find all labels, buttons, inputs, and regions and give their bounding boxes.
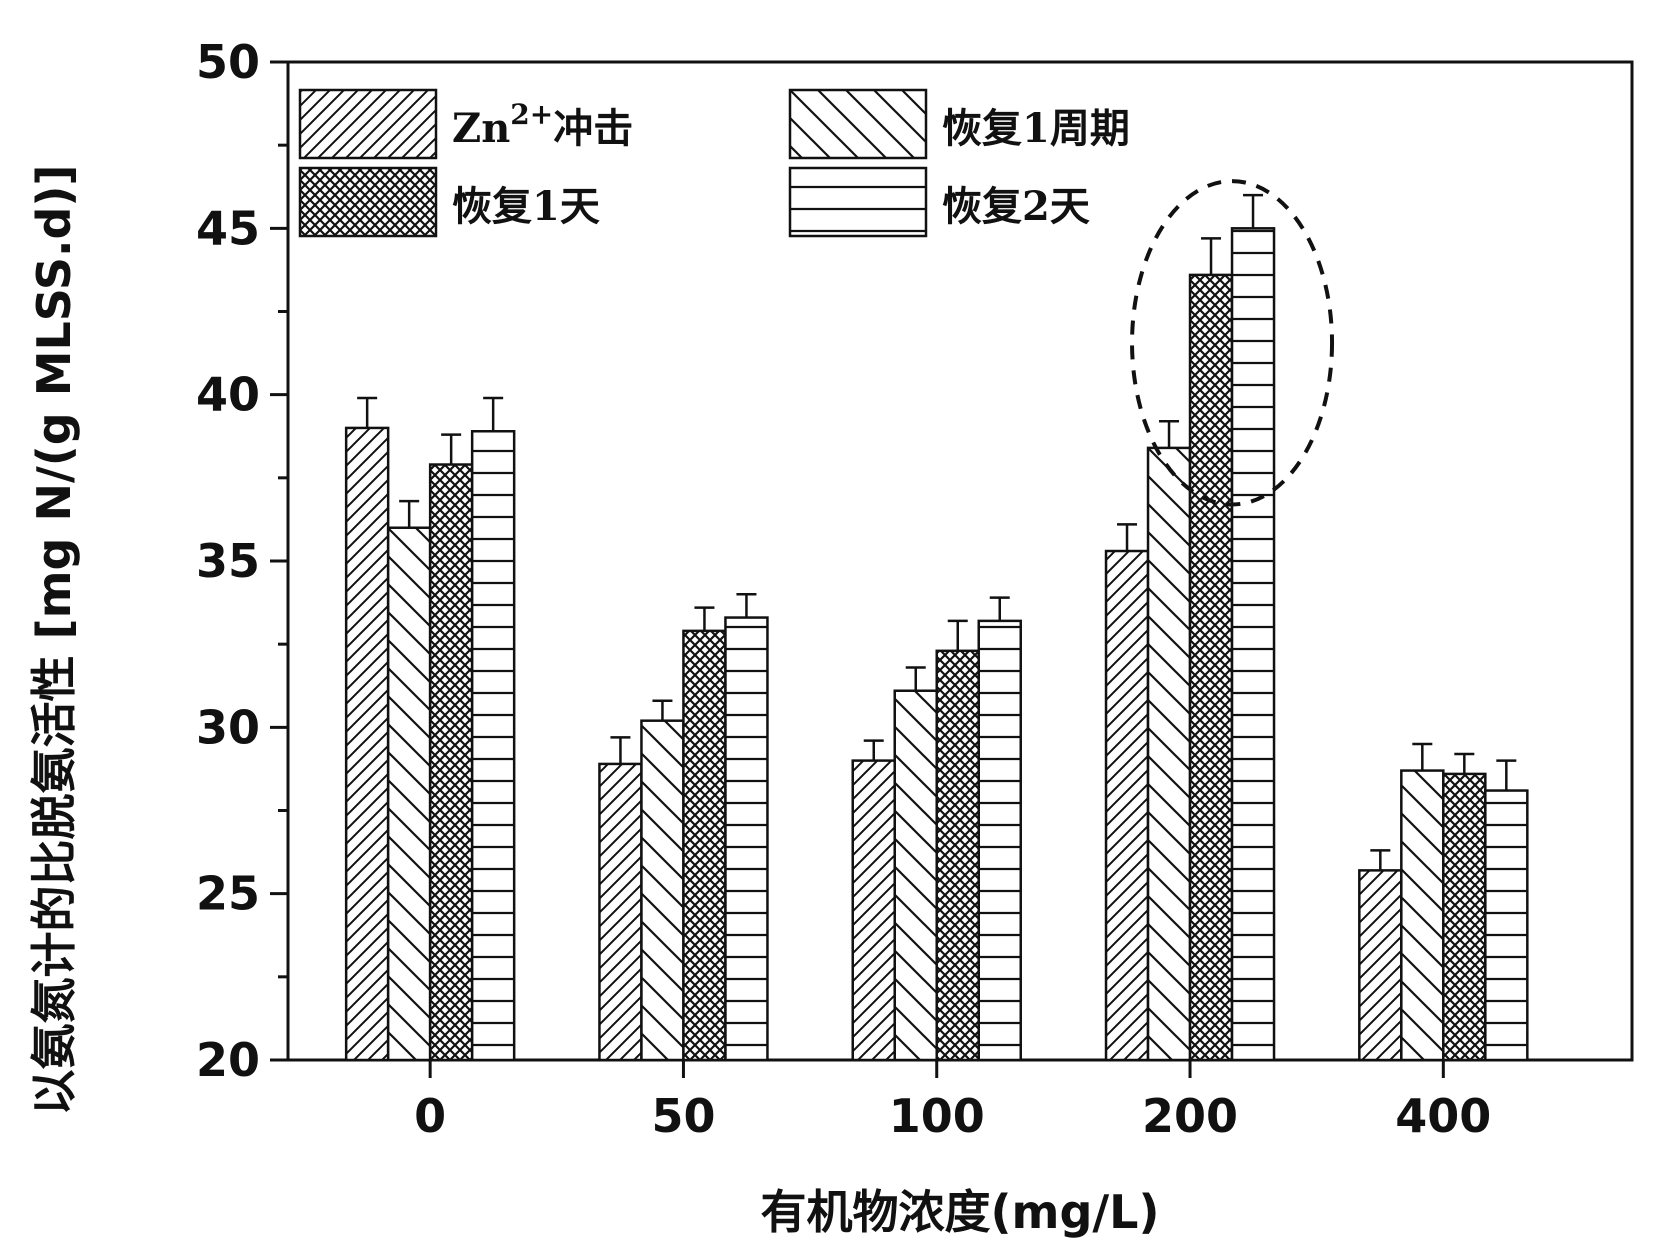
bar [935, 649, 980, 1062]
legend-swatch [298, 88, 438, 160]
y-tick-label: 45 [196, 201, 260, 255]
bar [640, 719, 685, 1062]
bar [893, 689, 938, 1062]
legend-label: 恢复2天 [942, 183, 1090, 230]
highlight-ellipse [1130, 179, 1335, 507]
x-tick-label: 400 [1395, 1089, 1491, 1143]
legend-label: Zn2+冲击 [452, 98, 633, 152]
bar [724, 616, 769, 1062]
bar [1400, 769, 1445, 1062]
x-tick-label: 100 [889, 1089, 985, 1143]
bar [1230, 227, 1276, 1062]
bar [344, 426, 390, 1062]
y-tick-label: 40 [196, 368, 260, 422]
bar [1188, 273, 1234, 1062]
bar [1358, 869, 1403, 1062]
bar [428, 463, 474, 1062]
legend-swatch [788, 88, 928, 160]
legend-label: 恢复1周期 [942, 105, 1130, 152]
bar [1104, 549, 1150, 1062]
bar [682, 629, 727, 1062]
y-tick-label: 35 [196, 534, 260, 588]
bar [977, 619, 1022, 1062]
bar [470, 430, 516, 1062]
y-tick-label: 50 [196, 35, 260, 89]
x-tick-label: 50 [651, 1089, 715, 1143]
bar [1484, 789, 1529, 1062]
x-axis-title: 有机物浓度(mg/L) [760, 1185, 1159, 1239]
y-tick-label: 20 [196, 1033, 260, 1087]
y-tick-label: 25 [196, 867, 260, 921]
legend-label: 恢复1天 [452, 183, 600, 230]
bar [386, 526, 432, 1062]
x-tick-label: 200 [1142, 1089, 1238, 1143]
axes-layer: 20 25 30 35 40 45 50 0 50 100 200 400 [196, 35, 1634, 1143]
bar [598, 762, 643, 1062]
legend-swatch [298, 166, 438, 238]
x-tick-label: 0 [414, 1089, 446, 1143]
bars-layer [344, 193, 1529, 1062]
y-tick-label: 30 [196, 700, 260, 754]
legend-swatch [788, 166, 928, 238]
bar [1442, 772, 1487, 1062]
bar [851, 759, 896, 1062]
y-axis-title: 以氨氮计的比脱氨活性 [mg N/(g MLSS.d)] [27, 165, 81, 1116]
bar [1146, 446, 1192, 1062]
